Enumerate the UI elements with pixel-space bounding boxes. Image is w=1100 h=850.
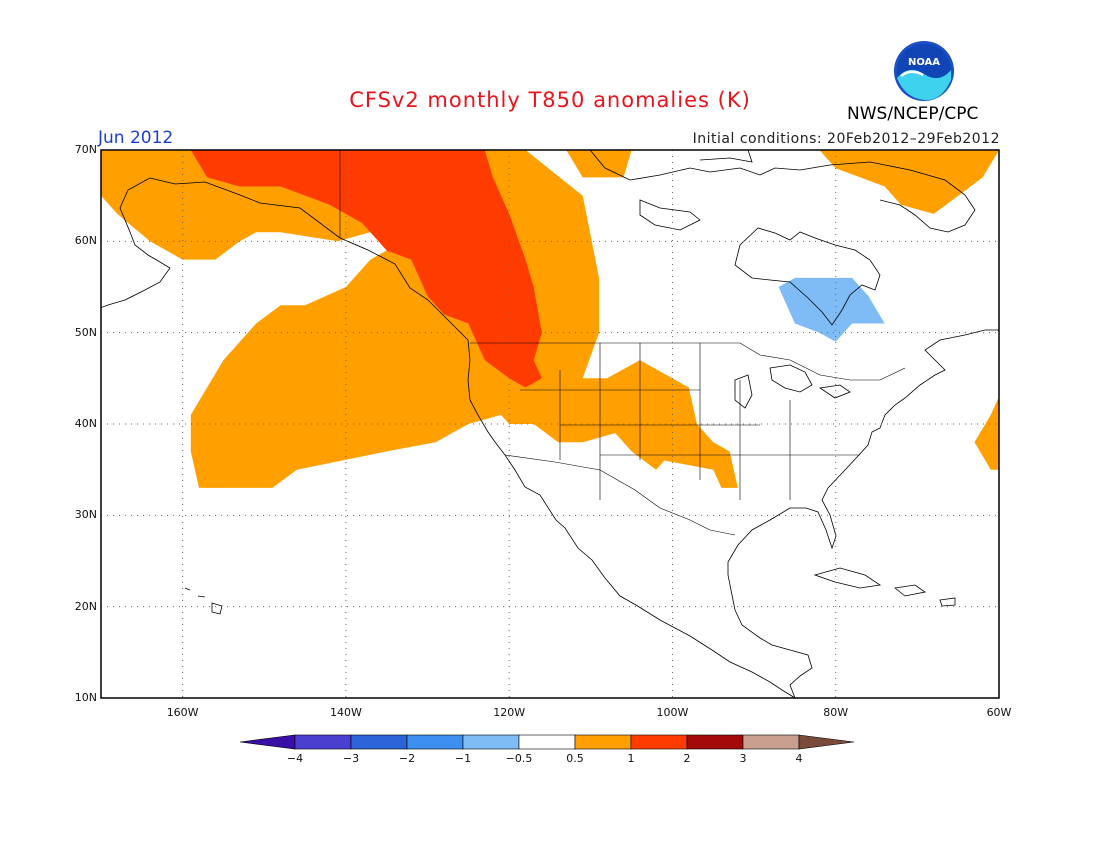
- anomaly-region-4: [190, 150, 542, 388]
- forecast-period: Jun 2012: [98, 128, 174, 148]
- colorbar-tick-label: −0.5: [505, 752, 533, 765]
- colorbar-bin: [518, 734, 576, 750]
- colorbar-bin: [462, 734, 520, 750]
- lat-tick-label: 30N: [74, 508, 97, 522]
- colorbar: [240, 734, 855, 750]
- anomaly-region-1: [566, 150, 632, 178]
- colorbar-tick-label: 0.5: [566, 752, 584, 765]
- colorbar-tick-label: 1: [627, 752, 635, 765]
- map-frame: [100, 149, 1000, 699]
- colorbar-tick-label: −1: [454, 752, 472, 765]
- colorbar-tick-label: 4: [795, 752, 803, 765]
- lon-tick-label: 80W: [823, 706, 849, 719]
- colorbar-bin: [574, 734, 632, 750]
- colorbar-tick-label: 3: [739, 752, 747, 765]
- anomaly-region-2: [819, 150, 999, 214]
- graticule: [101, 150, 999, 698]
- political-borders: [339, 150, 906, 536]
- initial-conditions: Initial conditions: 20Feb2012–29Feb2012: [692, 131, 1000, 147]
- colorbar-tick-label: 2: [683, 752, 691, 765]
- colorbar-bin: [630, 734, 688, 750]
- lon-tick-label: 100W: [656, 706, 689, 719]
- colorbar-bin: [406, 734, 464, 750]
- colorbar-bin: [742, 734, 800, 750]
- lon-tick-label: 60W: [986, 706, 1012, 719]
- coastlines: [101, 150, 999, 698]
- colorbar-tick-label: −4: [286, 752, 304, 765]
- logo-label: NOAA: [908, 57, 940, 68]
- anomaly-fills: [101, 150, 999, 488]
- anomaly-region-0: [101, 150, 738, 488]
- anomaly-region-5: [778, 277, 885, 342]
- colorbar-bin: [294, 734, 352, 750]
- colorbar-high-arrow: [798, 734, 855, 750]
- lat-tick-label: 40N: [74, 417, 97, 430]
- noaa-logo-icon: NOAA: [894, 41, 954, 101]
- colorbar-low-arrow: [240, 734, 296, 750]
- colorbar-tick-label: −2: [398, 752, 416, 765]
- anomaly-region-3: [974, 396, 999, 470]
- colorbar-bin: [686, 734, 744, 750]
- lon-tick-label: 160W: [166, 706, 199, 719]
- colorbar-bin: [350, 734, 408, 750]
- lat-tick-label: 20N: [74, 599, 97, 613]
- colorbar-tick-label: −3: [342, 752, 360, 765]
- lat-tick-label: 70N: [74, 143, 97, 156]
- lon-tick-label: 140W: [329, 706, 362, 719]
- lat-tick-label: 50N: [74, 325, 97, 339]
- chart-title: CFSv2 monthly T850 anomalies (K): [349, 88, 751, 112]
- agency-label: NWS/NCEP/CPC: [847, 104, 979, 124]
- lon-tick-label: 120W: [493, 706, 526, 719]
- lat-tick-label: 60N: [74, 234, 97, 248]
- lat-tick-label: 10N: [74, 691, 97, 704]
